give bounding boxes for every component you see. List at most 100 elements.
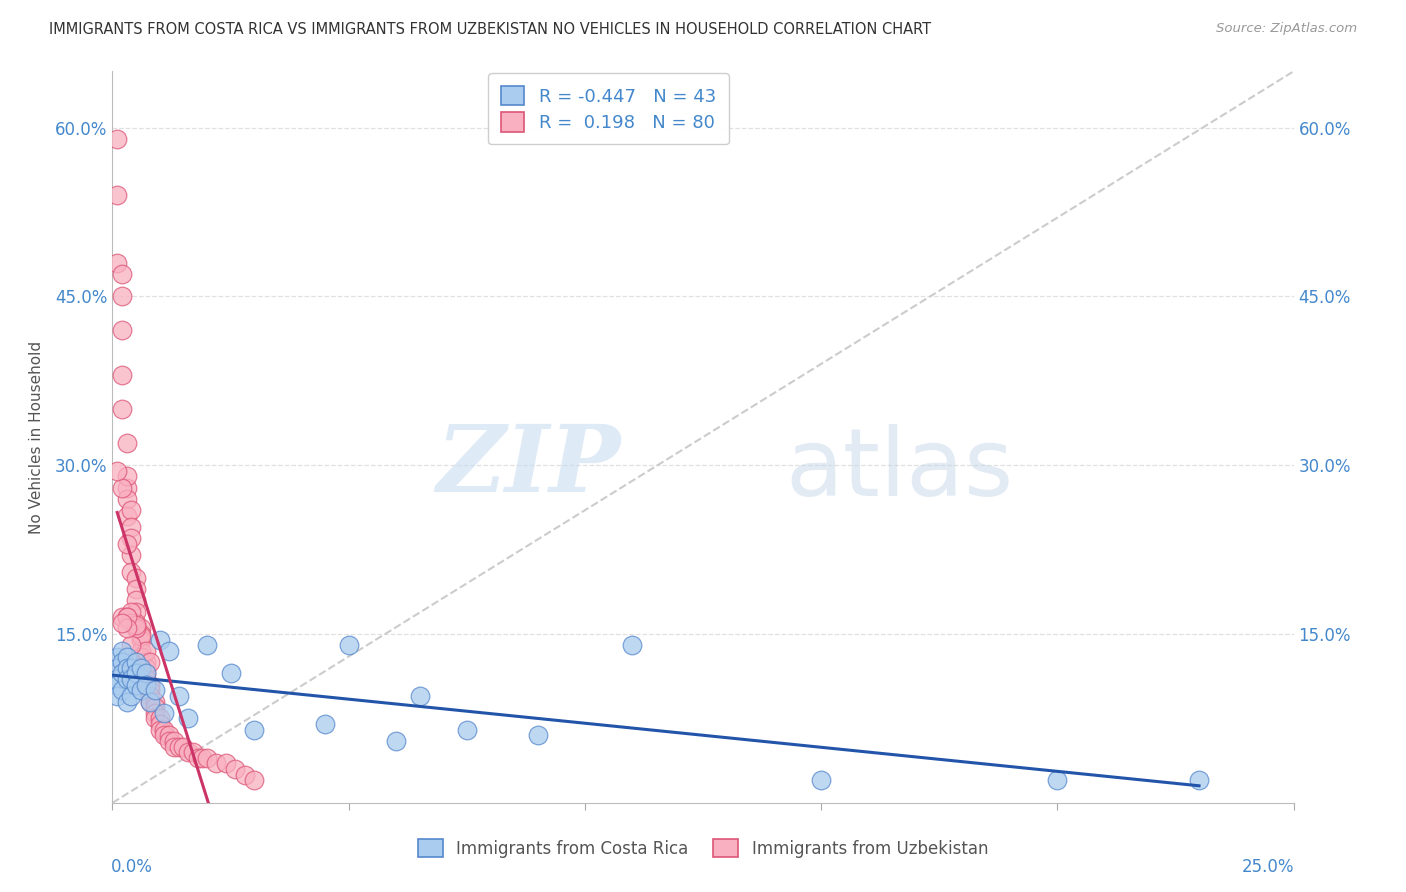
Point: [1046, 773, 1069, 788]
Point: [111, 368, 134, 383]
Point: [219, 666, 242, 681]
Point: [115, 610, 138, 624]
Text: IMMIGRANTS FROM COSTA RICA VS IMMIGRANTS FROM UZBEKISTAN NO VEHICLES IN HOUSEHOL: IMMIGRANTS FROM COSTA RICA VS IMMIGRANTS…: [49, 22, 931, 37]
Point: [163, 734, 186, 748]
Point: [163, 739, 186, 754]
Point: [125, 666, 148, 681]
Point: [135, 678, 157, 692]
Point: [143, 706, 166, 720]
Point: [105, 132, 128, 146]
Point: [111, 666, 134, 681]
Point: [125, 571, 148, 585]
Point: [105, 649, 128, 664]
Point: [129, 661, 152, 675]
Point: [115, 661, 138, 675]
Y-axis label: No Vehicles in Household: No Vehicles in Household: [30, 341, 44, 533]
Legend: Immigrants from Costa Rica, Immigrants from Uzbekistan: Immigrants from Costa Rica, Immigrants f…: [408, 830, 998, 868]
Point: [224, 762, 246, 776]
Point: [143, 700, 166, 714]
Point: [205, 756, 228, 771]
Point: [115, 672, 138, 686]
Point: [456, 723, 478, 737]
Point: [157, 728, 180, 742]
Point: [111, 610, 134, 624]
Point: [120, 661, 142, 675]
Point: [105, 689, 128, 703]
Point: [105, 188, 128, 202]
Point: [337, 638, 360, 652]
Point: [105, 672, 128, 686]
Point: [120, 520, 142, 534]
Point: [195, 638, 218, 652]
Point: [129, 683, 152, 698]
Point: [105, 464, 128, 478]
Point: [135, 655, 157, 669]
Point: [125, 655, 148, 669]
Point: [135, 666, 157, 681]
Point: [621, 638, 644, 652]
Point: [215, 756, 238, 771]
Point: [120, 503, 142, 517]
Point: [115, 649, 138, 664]
Point: [135, 678, 157, 692]
Point: [115, 481, 138, 495]
Point: [181, 745, 204, 759]
Point: [120, 672, 142, 686]
Point: [129, 632, 152, 647]
Point: [135, 672, 157, 686]
Point: [125, 621, 148, 635]
Point: [143, 694, 166, 708]
Point: [153, 706, 176, 720]
Point: [1188, 773, 1211, 788]
Point: [111, 289, 134, 303]
Point: [233, 767, 256, 781]
Point: [135, 644, 157, 658]
Point: [186, 751, 208, 765]
Point: [157, 734, 180, 748]
Text: 0.0%: 0.0%: [111, 858, 153, 876]
Point: [115, 537, 138, 551]
Point: [167, 689, 190, 703]
Point: [115, 491, 138, 506]
Point: [115, 621, 138, 635]
Point: [125, 621, 148, 635]
Point: [135, 666, 157, 681]
Point: [139, 689, 162, 703]
Point: [111, 401, 134, 416]
Point: [125, 593, 148, 607]
Point: [111, 615, 134, 630]
Point: [153, 723, 176, 737]
Point: [111, 655, 134, 669]
Point: [111, 481, 134, 495]
Point: [125, 621, 148, 635]
Point: [191, 751, 214, 765]
Point: [143, 683, 166, 698]
Point: [115, 469, 138, 483]
Point: [111, 323, 134, 337]
Point: [125, 615, 148, 630]
Point: [243, 773, 266, 788]
Point: [125, 618, 148, 632]
Point: [177, 711, 200, 725]
Point: [111, 683, 134, 698]
Point: [115, 435, 138, 450]
Point: [172, 739, 194, 754]
Point: [125, 582, 148, 596]
Point: [149, 711, 172, 725]
Point: [120, 605, 142, 619]
Point: [139, 678, 162, 692]
Text: ZIP: ZIP: [436, 421, 620, 511]
Point: [143, 711, 166, 725]
Point: [149, 723, 172, 737]
Point: [139, 694, 162, 708]
Point: [149, 632, 172, 647]
Text: atlas: atlas: [786, 424, 1014, 516]
Point: [139, 655, 162, 669]
Point: [408, 689, 430, 703]
Point: [120, 565, 142, 579]
Point: [167, 739, 190, 754]
Point: [139, 683, 162, 698]
Point: [157, 644, 180, 658]
Point: [115, 610, 138, 624]
Text: 25.0%: 25.0%: [1243, 858, 1295, 876]
